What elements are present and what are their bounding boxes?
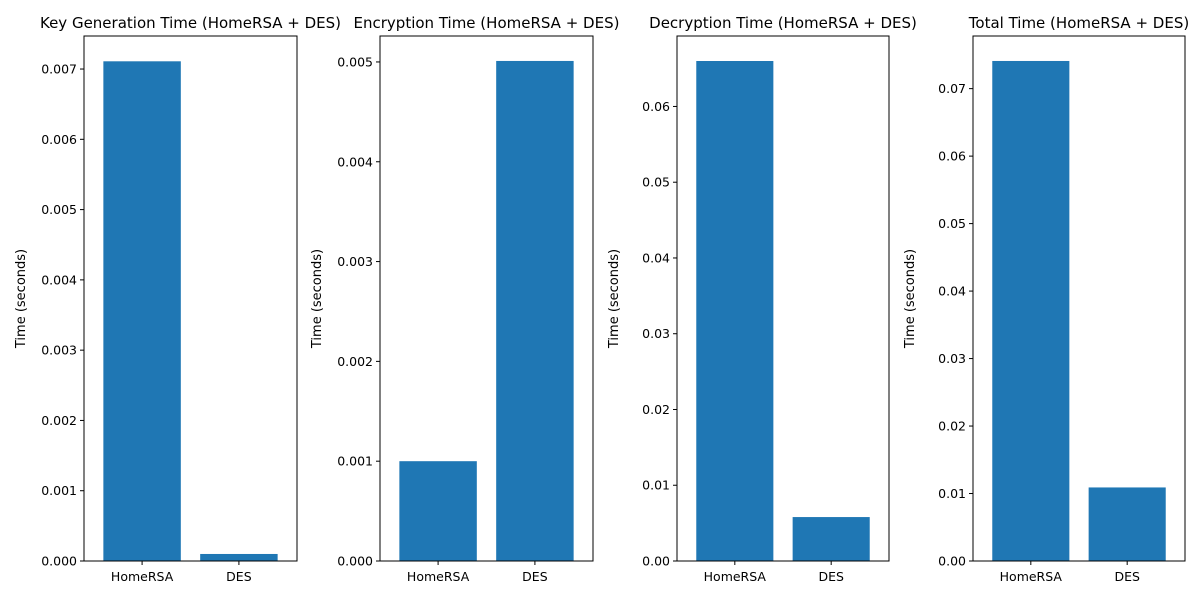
y-tick-label: 0.05 <box>642 175 670 190</box>
y-tick-label: 0.005 <box>337 54 373 69</box>
y-tick-label: 0.06 <box>642 99 670 114</box>
y-tick-label: 0.02 <box>642 402 670 417</box>
y-tick-label: 0.00 <box>938 554 966 569</box>
bar-homersa <box>992 60 1070 561</box>
x-tick-label: HomeRSA <box>704 569 767 584</box>
y-tick-label: 0.03 <box>938 351 966 366</box>
y-tick-label: 0.01 <box>642 478 670 493</box>
y-tick-label: 0.003 <box>41 343 77 358</box>
axes-frame <box>676 35 890 562</box>
axes-frame <box>972 35 1186 562</box>
chart-panel-2: HomeRSA DES 0.000 0.001 0.002 0.003 0.004 0.005… <box>310 14 619 584</box>
y-axis-label: Time (seconds) <box>607 249 622 349</box>
y-axis-label: Time (seconds) <box>14 249 29 349</box>
y-tick-label: 0.01 <box>938 486 966 501</box>
y-tick-label: 0.001 <box>41 483 77 498</box>
y-tick-label: 0.02 <box>938 419 966 434</box>
y-tick-label: 0.000 <box>337 554 373 569</box>
y-tick-label: 0.06 <box>938 149 966 164</box>
y-tick-label: 0.004 <box>41 272 77 287</box>
y-tick-label: 0.005 <box>41 202 77 217</box>
chart-panel-3: HomeRSA DES 0.00 0.01 0.02 0.03 0.04 0.05 0.06 De… <box>607 14 917 584</box>
bar-homersa <box>399 461 477 561</box>
y-tick-label: 0.004 <box>337 154 373 169</box>
axes-frame <box>83 35 298 562</box>
chart-panel-4: HomeRSA DES 0.00 0.01 0.02 0.03 0.04 0.05 0.06 0.… <box>903 14 1189 584</box>
y-tick-label: 0.002 <box>41 413 77 428</box>
y-tick-label: 0.07 <box>938 81 966 96</box>
x-tick-label: HomeRSA <box>407 569 470 584</box>
y-tick-label: 0.000 <box>41 554 77 569</box>
bar-des <box>792 517 870 561</box>
bar-des <box>1088 487 1166 561</box>
y-tick-label: 0.00 <box>642 554 670 569</box>
x-tick-label: DES <box>522 569 548 584</box>
chart-title: Total Time (HomeRSA + DES) <box>968 14 1189 32</box>
y-tick-label: 0.003 <box>337 254 373 269</box>
y-tick-label: 0.001 <box>337 454 373 469</box>
x-tick-label: HomeRSA <box>1000 569 1063 584</box>
y-tick-label: 0.04 <box>938 284 966 299</box>
y-tick-label: 0.05 <box>938 216 966 231</box>
chart-title: Key Generation Time (HomeRSA + DES) <box>40 14 341 32</box>
x-tick-label: HomeRSA <box>111 569 174 584</box>
bar-homersa <box>696 61 774 561</box>
chart-panel-1: HomeRSA DES 0.000 0.001 0.002 0.003 0.004 0.005… <box>14 14 341 584</box>
y-tick-label: 0.03 <box>642 326 670 341</box>
bar-des <box>200 553 278 561</box>
x-tick-label: DES <box>226 569 252 584</box>
chart-title: Decryption Time (HomeRSA + DES) <box>649 14 917 32</box>
y-tick-label: 0.002 <box>337 354 373 369</box>
bar-homersa <box>103 61 181 561</box>
chart-title: Encryption Time (HomeRSA + DES) <box>354 14 620 32</box>
x-tick-label: DES <box>1114 569 1140 584</box>
y-tick-label: 0.04 <box>642 250 670 265</box>
x-tick-label: DES <box>818 569 844 584</box>
axes-frame <box>379 35 594 562</box>
y-tick-label: 0.006 <box>41 132 77 147</box>
y-axis-label: Time (seconds) <box>310 249 325 349</box>
y-tick-label: 0.007 <box>41 62 77 77</box>
y-axis-label: Time (seconds) <box>903 249 918 349</box>
bar-des <box>496 60 574 561</box>
